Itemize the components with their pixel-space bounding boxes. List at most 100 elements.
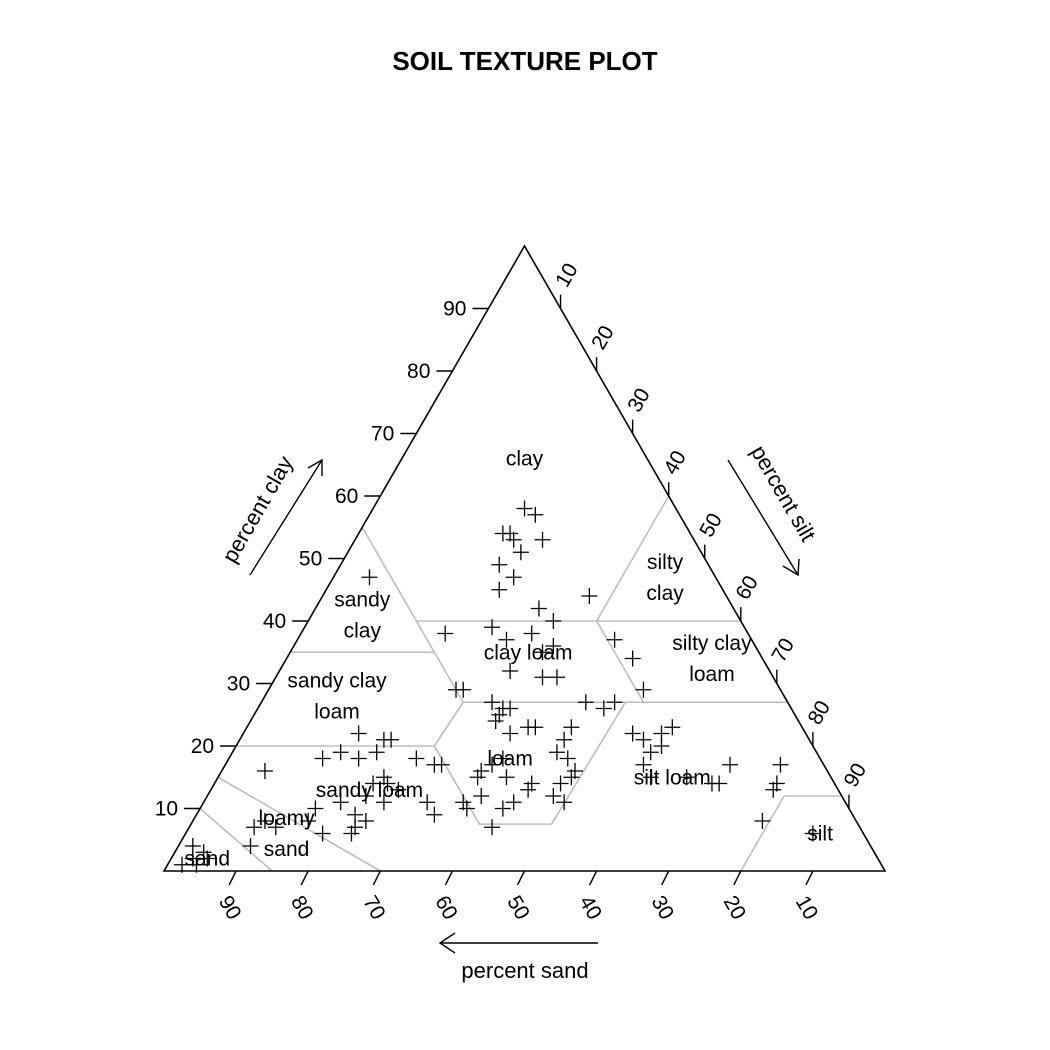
silt-axis-label: percent silt	[746, 441, 821, 546]
data-point	[332, 794, 349, 811]
sand-tick	[733, 870, 742, 886]
data-point	[350, 725, 367, 742]
data-point	[577, 694, 594, 711]
data-point	[433, 756, 450, 773]
sand-tick-label: 80	[286, 892, 318, 924]
data-point	[545, 613, 562, 629]
data-point	[357, 813, 374, 829]
data-point	[642, 769, 659, 786]
region-label-silty-clay: clay	[646, 582, 684, 605]
data-point	[768, 775, 785, 792]
sand-tick	[588, 870, 598, 886]
region-label-clay: clay	[506, 448, 544, 471]
sand-axis-arrowhead	[438, 932, 456, 954]
data-point	[408, 750, 425, 767]
data-point	[332, 744, 349, 761]
data-point	[343, 825, 360, 842]
silt-tick-label: 80	[803, 697, 835, 729]
data-point	[556, 731, 573, 748]
silt-tick-label: 30	[623, 384, 655, 416]
sand-tick-label: 90	[214, 892, 246, 924]
data-point	[307, 800, 324, 817]
data-point	[512, 544, 529, 561]
data-point	[484, 619, 501, 636]
data-point	[505, 531, 522, 548]
class-boundary-line	[236, 701, 627, 825]
data-point	[184, 850, 201, 867]
data-point	[624, 650, 641, 667]
data-point	[494, 750, 511, 767]
sand-tick	[661, 870, 670, 886]
class-boundary-line	[433, 620, 645, 704]
region-label-silty-clay-loam: silty clay	[672, 632, 752, 655]
data-point	[494, 800, 511, 817]
data-point	[520, 719, 537, 736]
silt-tick-label: 70	[767, 634, 799, 666]
data-point	[361, 569, 378, 586]
sand-tick	[805, 870, 814, 886]
data-point	[195, 844, 212, 861]
data-point	[664, 719, 681, 736]
region-label-clay-loam: clay loam	[484, 641, 573, 664]
sand-tick-label: 10	[791, 892, 823, 924]
sand-tick-label: 70	[358, 892, 390, 924]
data-point	[502, 725, 519, 742]
data-point	[534, 644, 551, 661]
data-point	[505, 794, 522, 811]
data-point	[473, 788, 490, 804]
region-label-sandy-clay-loam: loam	[314, 701, 360, 724]
texture-class-boundaries	[199, 495, 842, 872]
data-point	[642, 744, 659, 761]
data-point	[314, 750, 331, 767]
clay-tick-label: 80	[407, 360, 430, 383]
silt-axis-arrow	[727, 459, 799, 576]
region-label-silt-loam: silt loam	[634, 766, 711, 789]
data-point	[721, 756, 738, 773]
data-point	[566, 763, 583, 779]
data-point	[545, 638, 562, 654]
data-point	[375, 794, 392, 811]
clay-tick-label: 40	[263, 610, 286, 633]
sand-tick-label: 20	[719, 892, 751, 924]
data-point	[523, 625, 540, 642]
region-label-silty-clay: silty	[647, 551, 684, 574]
data-point	[754, 813, 771, 829]
data-point	[458, 800, 475, 817]
data-point	[563, 719, 580, 736]
data-point	[267, 819, 284, 836]
data-point	[516, 500, 533, 517]
sand-tick	[444, 870, 454, 886]
clay-axis-arrow	[249, 459, 323, 576]
sand-tick-label: 40	[574, 892, 606, 924]
class-boundary-line	[433, 701, 464, 747]
data-point	[635, 756, 652, 773]
data-point	[455, 794, 472, 811]
sand-tick	[300, 870, 309, 886]
data-point	[368, 744, 385, 761]
silt-tick-label: 50	[695, 509, 727, 541]
data-point	[487, 713, 504, 729]
data-point	[491, 706, 508, 723]
sand-tick-label: 50	[502, 892, 534, 924]
data-point	[530, 600, 547, 617]
clay-axis-arrowhead	[307, 458, 323, 476]
data-point	[437, 625, 454, 642]
data-point	[375, 769, 392, 786]
data-point	[545, 788, 562, 804]
data-point	[804, 825, 821, 842]
silt-tick-label: 20	[587, 322, 619, 354]
data-point	[556, 794, 573, 811]
data-point	[379, 775, 396, 792]
clay-axis-label: percent clay	[217, 452, 298, 567]
clay-tick-label: 10	[155, 798, 178, 821]
region-label-sandy-loam: sandy loam	[316, 779, 423, 802]
data-point	[534, 669, 551, 686]
data-point	[563, 769, 580, 786]
data-point	[448, 681, 465, 698]
data-point	[635, 731, 652, 748]
class-boundary-line	[361, 526, 436, 653]
data-point	[606, 631, 623, 648]
data-point	[484, 756, 501, 773]
clay-tick-label: 20	[191, 735, 214, 758]
